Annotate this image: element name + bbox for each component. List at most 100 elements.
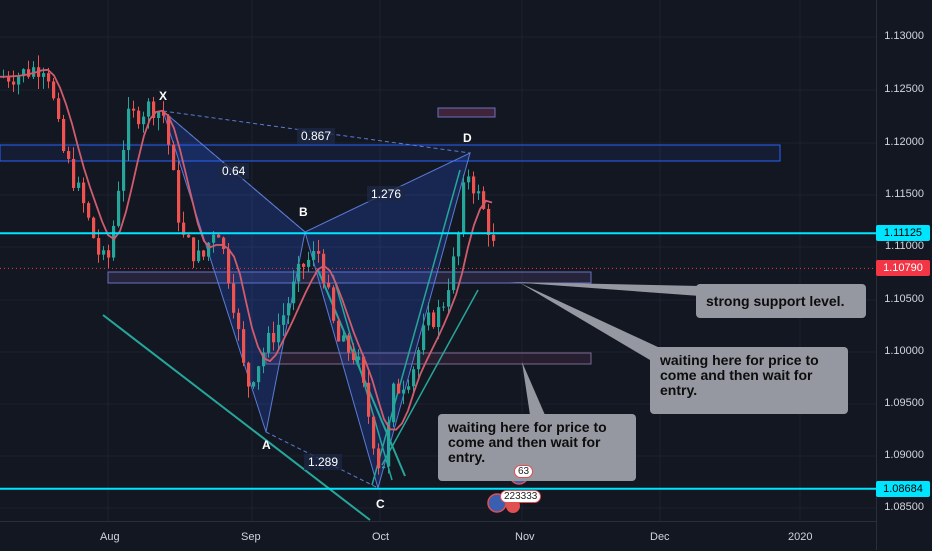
candle-body (302, 263, 306, 267)
candle-body (17, 76, 21, 85)
candle-body (262, 352, 266, 367)
y-tick-label: 1.09500 (884, 397, 924, 409)
price-tag: 1.10790 (876, 260, 930, 277)
candle-body (237, 312, 241, 330)
candle-body (492, 234, 496, 241)
candle-body (372, 416, 376, 449)
x-tick-label: Sep (241, 531, 261, 543)
candle-body (82, 182, 86, 204)
ratio-bcd-label: 1.276 (367, 186, 406, 202)
trend-line-up-1 (371, 169, 461, 486)
candle-body (152, 101, 156, 118)
candle-body (487, 208, 491, 235)
candle-body (307, 259, 311, 267)
candle-body (437, 307, 441, 328)
trend-line-lower (102, 314, 371, 521)
y-tick-label: 1.09000 (884, 449, 924, 461)
candle-body (422, 325, 426, 351)
wait-callout-left[interactable]: waiting here for price to come and then … (438, 414, 636, 481)
candle-body (92, 217, 96, 239)
x-tick-label: Dec (650, 531, 670, 543)
point-a-label: A (262, 438, 271, 452)
event-badge-count[interactable]: 63 (514, 465, 534, 478)
wait-right-callout-pointer (520, 283, 660, 360)
candle-body (267, 332, 271, 353)
candle-body (462, 182, 466, 233)
candle-body (317, 251, 321, 254)
candle-body (432, 312, 436, 328)
y-tick-label: 1.12000 (884, 136, 924, 148)
event-badge-flags[interactable]: 223333 (500, 490, 542, 503)
candle-body (457, 232, 461, 257)
candle-body (77, 182, 81, 188)
candle-body (87, 203, 91, 218)
candle-body (482, 191, 486, 209)
candle-body (137, 110, 141, 125)
resistance-zone (0, 144, 781, 162)
ratio-abc-label: 1.289 (304, 454, 343, 470)
candle-body (242, 329, 246, 363)
wait-left-callout-pointer (522, 362, 545, 415)
point-b-label: B (299, 205, 308, 219)
time-axis[interactable] (0, 521, 876, 551)
support-callout[interactable]: strong support level. (696, 284, 866, 318)
candle-body (132, 108, 136, 111)
candle-body (97, 238, 101, 255)
candle-body (177, 170, 181, 223)
ratio-xb-label: 0.867 (297, 128, 336, 144)
candle-body (447, 290, 451, 307)
candle-body (412, 369, 416, 387)
x-tick-label: Aug (100, 531, 120, 543)
candle-body (157, 112, 161, 118)
y-tick-label: 1.11000 (885, 240, 924, 252)
candle-body (122, 150, 126, 191)
candle-body (52, 81, 56, 99)
y-tick-label: 1.12500 (884, 83, 924, 95)
candle-body (392, 383, 396, 423)
candle-body (332, 287, 336, 321)
x-tick-label: Nov (515, 531, 535, 543)
candle-body (402, 389, 406, 394)
candle-body (222, 237, 226, 250)
candle-body (147, 101, 151, 117)
candle-body (187, 234, 191, 238)
candle-body (277, 324, 281, 343)
support-zone (107, 271, 592, 284)
candle-body (427, 312, 431, 326)
trend-line-up-2 (381, 289, 479, 466)
candle-body (67, 151, 71, 159)
candle-body (362, 356, 366, 383)
candle-body (172, 144, 176, 171)
point-x-label: X (159, 89, 168, 103)
candle-body (367, 382, 371, 417)
candle-body (257, 366, 261, 383)
y-tick-label: 1.10500 (884, 293, 924, 305)
candle-body (227, 249, 231, 284)
candle-body (102, 250, 106, 255)
candle-body (397, 383, 401, 394)
price-tag: 1.11125 (876, 225, 930, 242)
ratio-xab-label: 0.64 (218, 163, 250, 179)
x-tick-label: Oct (372, 531, 390, 543)
candle-body (22, 69, 26, 77)
candle-body (12, 81, 16, 85)
candle-body (247, 362, 251, 387)
candle-body (377, 448, 381, 469)
candle-body (127, 108, 131, 151)
candle-body (327, 282, 331, 288)
candle-body (72, 158, 76, 188)
candle-body (197, 250, 201, 262)
candle-body (347, 335, 351, 353)
candle-body (352, 352, 356, 361)
candle-body (287, 303, 291, 316)
candle-body (417, 350, 421, 370)
candle-body (472, 176, 476, 194)
candle-body (217, 234, 221, 238)
candle-body (192, 237, 196, 262)
point-c-label: C (376, 497, 385, 511)
candle-body (357, 356, 361, 361)
candle-body (47, 73, 51, 82)
candle-body (7, 76, 11, 82)
wait-callout-right[interactable]: waiting here for price to come and then … (650, 347, 848, 414)
